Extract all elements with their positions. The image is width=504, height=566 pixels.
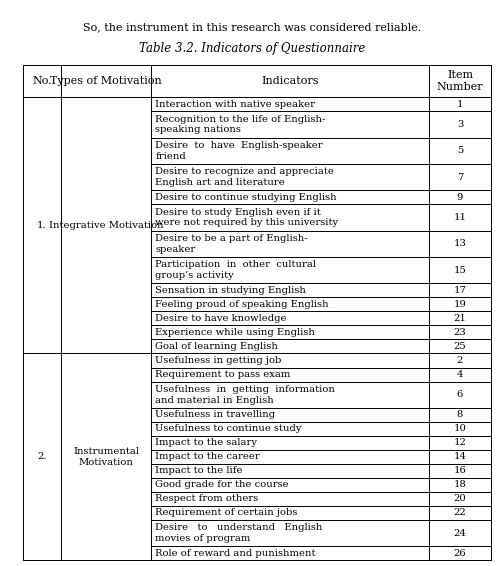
Text: Requirement to pass exam: Requirement to pass exam — [155, 370, 290, 379]
Text: Types of Motivation: Types of Motivation — [50, 76, 162, 86]
Text: 12: 12 — [454, 439, 466, 447]
Text: 18: 18 — [454, 481, 466, 490]
Text: 21: 21 — [454, 314, 466, 323]
Text: Impact to the life: Impact to the life — [155, 466, 242, 475]
Text: Feeling proud of speaking English: Feeling proud of speaking English — [155, 300, 329, 309]
Text: 23: 23 — [454, 328, 466, 337]
Text: So, the instrument in this research was considered reliable.: So, the instrument in this research was … — [83, 23, 421, 33]
Text: 19: 19 — [454, 300, 466, 309]
Text: Impact to the career: Impact to the career — [155, 452, 260, 461]
Text: 5: 5 — [457, 147, 463, 156]
Text: 13: 13 — [454, 239, 466, 248]
Text: Desire to study English even if it
were not required by this university: Desire to study English even if it were … — [155, 208, 338, 228]
Text: Desire to recognize and appreciate
English art and literature: Desire to recognize and appreciate Engli… — [155, 168, 334, 187]
Text: Good grade for the course: Good grade for the course — [155, 481, 289, 490]
Text: 20: 20 — [454, 495, 466, 504]
Text: Respect from others: Respect from others — [155, 495, 259, 504]
Text: Indicators: Indicators — [261, 76, 319, 86]
Text: Desire to continue studying English: Desire to continue studying English — [155, 193, 337, 202]
Text: 25: 25 — [454, 342, 466, 351]
Text: 22: 22 — [454, 508, 466, 517]
Text: 24: 24 — [454, 529, 466, 538]
Text: Usefulness in getting job: Usefulness in getting job — [155, 356, 282, 365]
Text: Experience while using English: Experience while using English — [155, 328, 315, 337]
Text: No.: No. — [32, 76, 52, 86]
Text: 16: 16 — [454, 466, 466, 475]
Text: Role of reward and punishment: Role of reward and punishment — [155, 549, 316, 558]
Text: 2: 2 — [457, 356, 463, 365]
Text: 2.: 2. — [37, 452, 47, 461]
Text: Table 3.2. Indicators of Questionnaire: Table 3.2. Indicators of Questionnaire — [139, 42, 365, 55]
Text: 15: 15 — [454, 266, 466, 275]
Text: 3: 3 — [457, 120, 463, 129]
Text: Desire   to   understand   English
movies of program: Desire to understand English movies of p… — [155, 524, 323, 543]
Text: Interaction with native speaker: Interaction with native speaker — [155, 100, 315, 109]
Text: Usefulness in travelling: Usefulness in travelling — [155, 410, 275, 419]
Text: 7: 7 — [457, 173, 463, 182]
Text: 9: 9 — [457, 193, 463, 202]
Text: Item
Number: Item Number — [436, 70, 483, 92]
Text: 14: 14 — [454, 452, 467, 461]
Text: 1: 1 — [457, 100, 463, 109]
Text: Sensation in studying English: Sensation in studying English — [155, 286, 306, 295]
Text: 4: 4 — [457, 370, 463, 379]
Text: 1.: 1. — [37, 221, 47, 230]
Text: 11: 11 — [454, 213, 467, 222]
Text: Desire  to  have  English-speaker
friend: Desire to have English-speaker friend — [155, 141, 323, 161]
Text: Impact to the salary: Impact to the salary — [155, 439, 257, 447]
Text: Integrative Motivation: Integrative Motivation — [49, 221, 163, 230]
Text: Goal of learning English: Goal of learning English — [155, 342, 278, 351]
Text: Instrumental
Motivation: Instrumental Motivation — [73, 447, 139, 467]
Text: Desire to have knowledge: Desire to have knowledge — [155, 314, 287, 323]
Text: Recognition to the life of English-
speaking nations: Recognition to the life of English- spea… — [155, 115, 326, 135]
Text: Participation  in  other  cultural
group’s activity: Participation in other cultural group’s … — [155, 260, 316, 280]
Text: 26: 26 — [454, 549, 466, 558]
Text: 10: 10 — [454, 424, 466, 434]
Text: 17: 17 — [454, 286, 466, 295]
Text: Usefulness to continue study: Usefulness to continue study — [155, 424, 301, 434]
Text: 8: 8 — [457, 410, 463, 419]
Text: Usefulness  in  getting  information
and material in English: Usefulness in getting information and ma… — [155, 385, 335, 405]
Text: Desire to be a part of English-
speaker: Desire to be a part of English- speaker — [155, 234, 308, 254]
Text: Requirement of certain jobs: Requirement of certain jobs — [155, 508, 297, 517]
Text: 6: 6 — [457, 390, 463, 399]
